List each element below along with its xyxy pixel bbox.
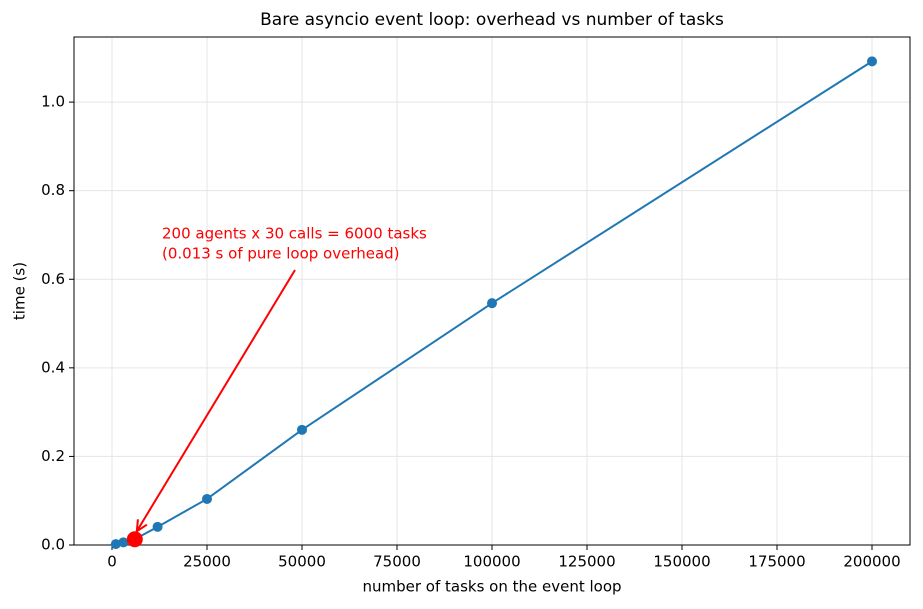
annotation-arrow bbox=[135, 269, 296, 532]
point bbox=[118, 537, 129, 548]
highlight-point bbox=[126, 531, 143, 548]
x-tick-label: 0 bbox=[107, 553, 117, 571]
y-tick-label: 0.6 bbox=[41, 270, 65, 288]
x-tick-label: 200000 bbox=[843, 553, 900, 571]
annotation-text: (0.013 s of pure loop overhead) bbox=[162, 245, 400, 263]
point bbox=[867, 56, 877, 67]
y-tick-label: 0.4 bbox=[41, 358, 65, 376]
y-axis-label: time (s) bbox=[11, 262, 29, 320]
y-tick-label: 0.2 bbox=[41, 447, 65, 465]
point bbox=[202, 493, 212, 504]
point bbox=[152, 521, 163, 532]
chart-title: Bare asyncio event loop: overhead vs num… bbox=[260, 10, 724, 30]
x-tick-label: 75000 bbox=[373, 553, 421, 571]
x-tick-label: 50000 bbox=[278, 553, 326, 571]
y-tick-label: 1.0 bbox=[41, 93, 65, 111]
x-tick-label: 125000 bbox=[558, 553, 615, 571]
point bbox=[297, 424, 307, 435]
point bbox=[110, 539, 121, 550]
x-tick-label: 175000 bbox=[748, 553, 805, 571]
arrow-head bbox=[135, 519, 148, 534]
y-tick-label: 0.8 bbox=[41, 181, 65, 199]
annotation-text: 200 agents x 30 calls = 6000 tasks bbox=[162, 225, 427, 243]
y-tick-label: 0.0 bbox=[41, 536, 65, 554]
x-tick-label: 25000 bbox=[183, 553, 231, 571]
point bbox=[487, 298, 497, 309]
x-tick-label: 100000 bbox=[463, 553, 520, 571]
plot-frame bbox=[73, 36, 911, 546]
x-tick-label: 150000 bbox=[653, 553, 710, 571]
x-axis-label: number of tasks on the event loop bbox=[362, 578, 621, 596]
